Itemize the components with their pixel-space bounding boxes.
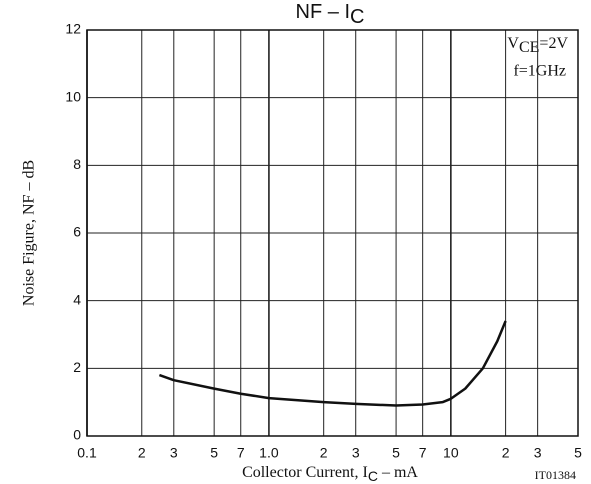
y-axis-label: Noise Figure, NF – dB	[21, 160, 38, 306]
y-tick-label: 4	[73, 291, 81, 307]
x-label-sub: C	[368, 468, 378, 484]
title-main: NF – I	[296, 1, 350, 23]
x-label-main: Collector Current, I	[242, 464, 368, 481]
x-tick-label: 10	[443, 445, 459, 461]
annotation-vce: VCE=2V	[507, 35, 568, 56]
y-tick-label: 12	[65, 21, 81, 37]
x-tick-label: 1.0	[259, 445, 279, 461]
vce-tail: =2V	[539, 35, 568, 52]
x-tick-label: 0.1	[77, 445, 97, 461]
y-tick-label: 10	[65, 88, 81, 104]
y-tick-label: 8	[73, 156, 81, 172]
x-tick-label: 3	[170, 445, 178, 461]
y-tick-label: 6	[73, 224, 81, 240]
vce-sub: CE	[519, 39, 539, 56]
x-tick-label: 5	[210, 445, 218, 461]
title-sub: C	[350, 6, 364, 28]
x-tick-label: 7	[237, 445, 245, 461]
y-tick-label: 2	[73, 359, 81, 375]
vce-main: V	[507, 35, 519, 52]
x-label-tail: – mA	[378, 464, 418, 481]
annotation-freq: f=1GHz	[513, 63, 566, 80]
x-tick-label: 7	[419, 445, 427, 461]
data-line	[158, 320, 507, 407]
figure-code: IT01384	[535, 468, 576, 482]
x-tick-label: 2	[138, 445, 146, 461]
chart-title: NF – IC	[296, 1, 365, 28]
y-tick-label: 0	[73, 427, 81, 443]
x-tick-label: 3	[534, 445, 542, 461]
x-tick-label: 2	[502, 445, 510, 461]
x-tick-label: 5	[574, 445, 582, 461]
x-axis-label: Collector Current, IC – mA	[242, 464, 418, 484]
x-tick-label: 3	[352, 445, 360, 461]
x-tick-label: 5	[392, 445, 400, 461]
plot-frame	[86, 29, 579, 437]
x-tick-label: 2	[320, 445, 328, 461]
